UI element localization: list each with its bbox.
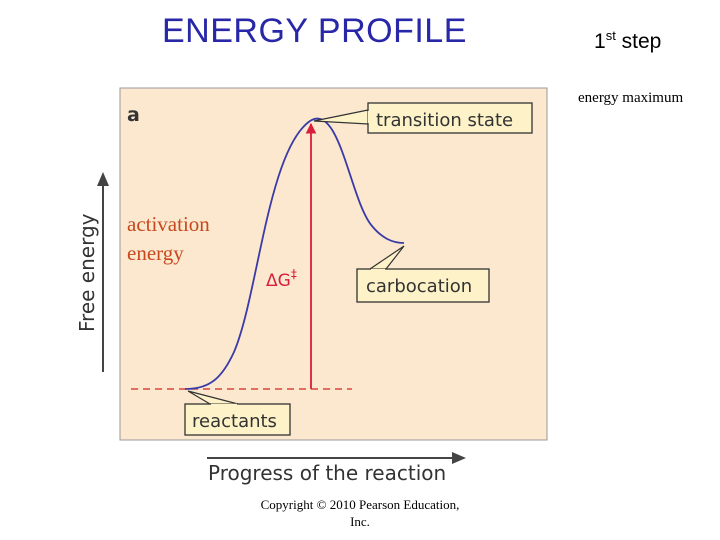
delta-g-superscript: ‡ <box>291 267 297 281</box>
energy-curve <box>184 117 405 390</box>
panel-label: a <box>127 104 140 126</box>
copyright-line-1: Copyright © 2010 Pearson Education, <box>260 497 460 512</box>
step-word: step <box>615 30 662 53</box>
activation-line-2: energy <box>127 241 184 265</box>
copyright-line-2: Inc. <box>350 514 370 529</box>
step-label: 1st step <box>594 28 662 54</box>
transition-state-label: transition state <box>376 110 513 131</box>
x-axis-arrow <box>207 452 466 464</box>
carbocation-callout: carbocation <box>356 245 490 303</box>
reactants-label: reactants <box>192 411 277 432</box>
delta-g-label: ΔG‡ <box>266 267 297 291</box>
activation-line-1: activation <box>127 212 210 236</box>
energy-maximum-note: energy maximum <box>578 90 684 106</box>
y-axis-arrow <box>97 172 109 372</box>
reactants-callout: reactants <box>184 390 291 436</box>
delta-g-symbol: ΔG <box>266 271 291 291</box>
carbocation-label: carbocation <box>366 276 472 297</box>
x-axis-label: Progress of the reaction <box>208 461 446 485</box>
transition-state-callout: transition state <box>313 102 533 134</box>
activation-energy-annotation: activation energy <box>127 210 210 268</box>
slide-title: ENERGY PROFILE <box>162 12 467 50</box>
step-ordinal-suffix: st <box>605 28 616 43</box>
y-axis-label: Free energy <box>75 213 99 332</box>
step-number: 1 <box>594 30 606 53</box>
diagram-panel <box>119 87 548 441</box>
copyright-notice: Copyright © 2010 Pearson Education, Inc. <box>240 496 480 530</box>
